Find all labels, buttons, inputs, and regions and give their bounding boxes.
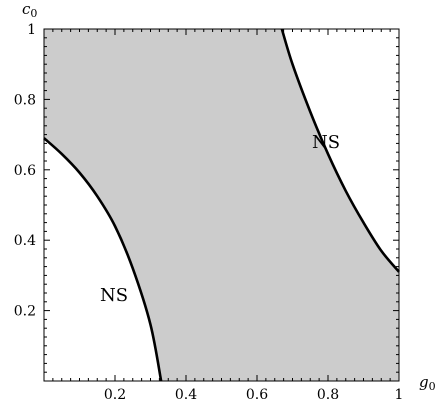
ns-curve-2 xyxy=(280,28,400,273)
y-tick-label: 0.6 xyxy=(14,163,36,179)
x-tick-label: 1 xyxy=(395,387,404,403)
y-tick-label: 1 xyxy=(27,22,36,38)
y-tick-label: 0.8 xyxy=(14,92,36,108)
y-tick-label: 0.2 xyxy=(14,304,36,320)
x-tick-label: 0.2 xyxy=(104,387,126,403)
ns-label-left: NS xyxy=(100,285,128,306)
ns-curve-1 xyxy=(43,137,163,382)
y-axis-label: c0 xyxy=(22,0,37,20)
x-tick-label: 0.8 xyxy=(317,387,339,403)
x-tick-label: 0.6 xyxy=(246,387,268,403)
y-tick-label: 0.4 xyxy=(14,233,36,249)
ns-label-right: NS xyxy=(312,132,340,153)
stable-region-fill xyxy=(44,29,399,381)
x-tick-label: 0.4 xyxy=(175,387,197,403)
x-axis-label: g0 xyxy=(419,373,436,393)
